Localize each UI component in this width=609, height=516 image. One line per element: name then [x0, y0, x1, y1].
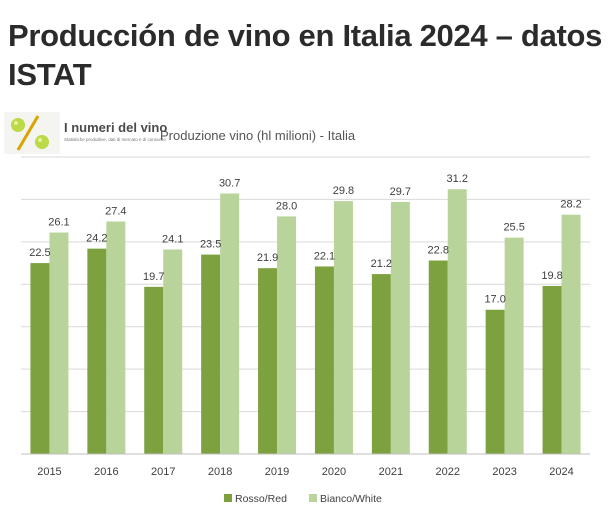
bar-white	[277, 216, 297, 454]
data-label: 22.8	[428, 245, 449, 257]
chart-x-axis: 2015 2016 2017 2018 2019 2020 2021 2022 2023 2024	[21, 453, 590, 478]
bar-red	[428, 260, 448, 454]
bar-white	[447, 189, 467, 454]
bar-red	[201, 254, 221, 454]
bar-white	[163, 249, 183, 454]
bar-red	[30, 263, 50, 454]
legend-swatch-white	[309, 494, 317, 502]
x-tick-label: 2019	[265, 466, 289, 478]
bar-red	[258, 268, 278, 454]
data-label: 30.7	[219, 177, 240, 189]
data-label: 27.4	[105, 205, 126, 217]
data-label: 28.0	[276, 200, 297, 212]
bar-white	[106, 221, 126, 454]
page-title: Producción de vino en Italia 2024 – dato…	[8, 18, 603, 92]
legend-label: Rosso/Red	[235, 493, 287, 505]
x-tick-label: 2016	[94, 466, 118, 478]
bar-chart: 22.5 26.1 24.2 27.4 19.7 24.1 23.5 30.7 21.9 28.0…	[21, 156, 590, 505]
data-label: 28.2	[560, 199, 581, 211]
bar-white	[390, 201, 410, 454]
data-label: 19.7	[143, 271, 164, 283]
chart-data-labels: 22.5 26.1 24.2 27.4 19.7 24.1 23.5 30.7 21.9 28.0…	[29, 173, 582, 305]
bar-white	[333, 201, 353, 454]
legend-label: Bianco/White	[320, 493, 382, 505]
data-label: 25.5	[503, 222, 524, 234]
x-tick-label: 2021	[379, 466, 403, 478]
chart-title: Produzione vino (hl milioni) - Italia	[160, 128, 356, 143]
data-label: 23.5	[200, 239, 221, 251]
logo-title: I numeri del vino	[64, 120, 168, 135]
logo-icon	[4, 112, 60, 154]
bar-white	[220, 193, 240, 454]
x-tick-label: 2022	[436, 466, 460, 478]
bar-white	[49, 232, 69, 454]
data-label: 22.5	[29, 247, 50, 259]
x-tick-label: 2018	[208, 466, 232, 478]
bar-red	[144, 286, 164, 454]
legend-swatch-red	[224, 494, 232, 502]
data-label: 21.9	[257, 252, 278, 264]
chart-bars	[30, 189, 581, 454]
data-label: 29.8	[333, 185, 354, 197]
x-tick-label: 2015	[37, 466, 61, 478]
data-label: 24.2	[86, 233, 107, 245]
bar-red	[314, 266, 334, 454]
bar-red	[485, 309, 505, 454]
data-label: 19.8	[541, 270, 562, 282]
x-tick-label: 2024	[549, 466, 573, 478]
data-label: 17.0	[484, 294, 505, 306]
data-label: 29.7	[390, 186, 411, 198]
x-tick-label: 2017	[151, 466, 175, 478]
chart-legend: Rosso/Red Bianco/White	[224, 493, 382, 505]
bar-red	[87, 248, 107, 454]
logo-subtitle: Statistiche produttive, dati di mercato …	[64, 137, 166, 142]
data-label: 26.1	[48, 217, 69, 229]
x-tick-label: 2023	[492, 466, 516, 478]
data-label: 24.1	[162, 233, 183, 245]
data-label: 21.2	[371, 258, 392, 270]
x-tick-label: 2020	[322, 466, 346, 478]
bar-red	[542, 285, 562, 454]
bar-white	[561, 214, 581, 454]
data-label: 22.1	[314, 250, 335, 262]
logo: I numeri del vino Statistiche produttive…	[4, 112, 167, 154]
data-label: 31.2	[447, 173, 468, 185]
bar-white	[504, 237, 524, 454]
bar-red	[371, 274, 391, 454]
